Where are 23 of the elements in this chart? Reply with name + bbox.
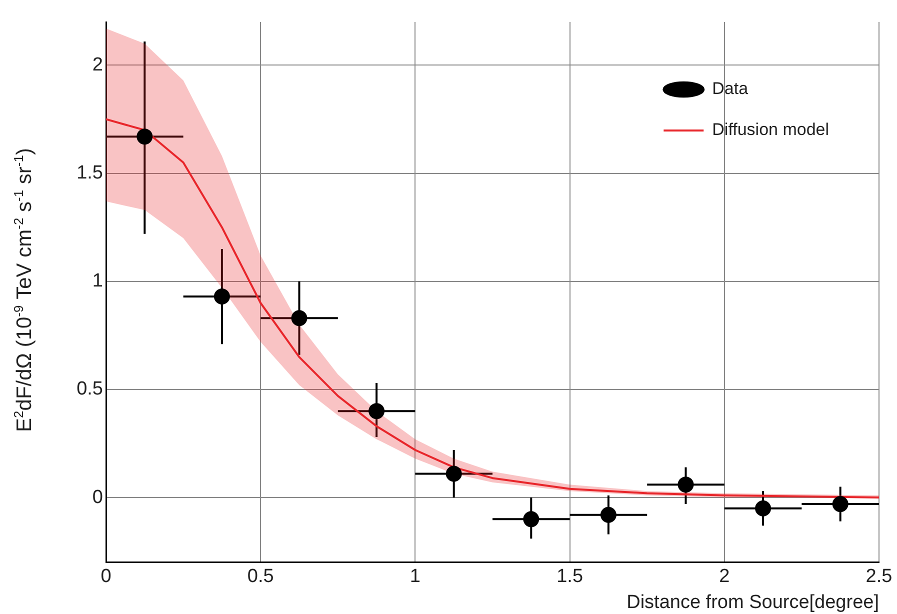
point: [291, 310, 308, 326]
x-axis-title: Distance from Source[degree]: [626, 592, 879, 613]
x-tick-label: 1: [410, 566, 420, 588]
x-tick-label: 2.5: [866, 566, 892, 588]
y-tick-label: 2: [92, 54, 103, 76]
point: [678, 476, 694, 493]
point: [214, 288, 230, 305]
x-tick-label: 2: [719, 566, 730, 588]
point: [600, 506, 616, 523]
y-tick-label: 0: [92, 486, 103, 508]
y-tick-label: 1: [92, 270, 103, 292]
point: [755, 500, 772, 516]
point: [523, 511, 540, 528]
legend-label: Data: [712, 79, 749, 98]
point: [832, 496, 848, 512]
point: [446, 466, 462, 482]
y-tick-label: 1.5: [76, 162, 103, 184]
point: [136, 128, 153, 145]
x-tick-label: 1.5: [556, 566, 584, 588]
y-tick-label: 0.5: [76, 378, 103, 400]
x-tick-label: 0.5: [247, 566, 274, 588]
point: [368, 403, 385, 420]
legend-label: Diffusion model: [712, 120, 829, 140]
